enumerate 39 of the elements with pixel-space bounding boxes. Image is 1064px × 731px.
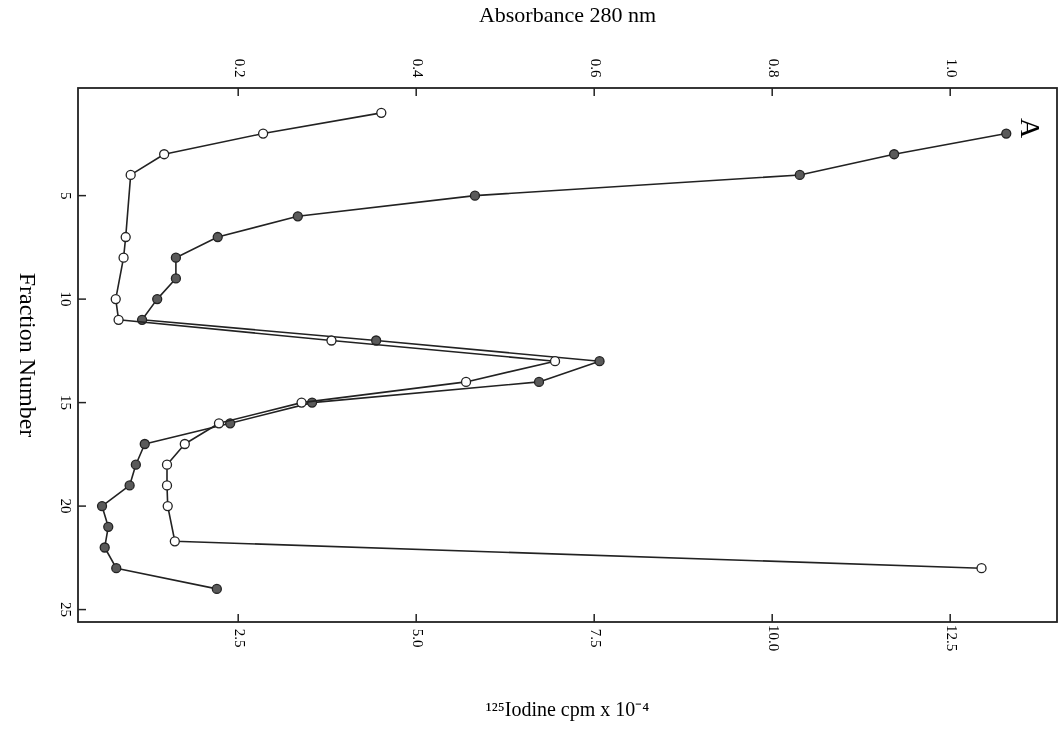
- annotation: A: [1014, 117, 1046, 139]
- point: [152, 293, 163, 305]
- point: [292, 211, 303, 222]
- point: [533, 376, 545, 388]
- point: [211, 583, 222, 595]
- point: [170, 273, 182, 284]
- point: [371, 335, 382, 346]
- point: [124, 480, 135, 491]
- point: [111, 563, 122, 574]
- y-axis-title: Fraction Number: [15, 272, 42, 438]
- x2-axis-title: Absorbance 280 nm: [478, 2, 657, 27]
- point: [1001, 128, 1012, 139]
- point: [103, 521, 114, 532]
- y-tick-label: 25: [57, 602, 74, 618]
- point: [96, 500, 108, 512]
- y-tick-label: 5: [57, 191, 74, 200]
- point: [130, 459, 141, 470]
- x2-tick-label: 1.0: [943, 58, 960, 78]
- x-tick-label: 12.5: [943, 624, 960, 652]
- point: [888, 149, 900, 160]
- point: [469, 190, 481, 201]
- x2-tick-label: 0.8: [765, 58, 782, 78]
- x2-tick-label: 0.4: [409, 58, 426, 78]
- y-tick-label: 10: [57, 291, 74, 307]
- point: [212, 231, 223, 243]
- x-tick-label: 7.5: [587, 628, 604, 648]
- x-tick-label: 5.0: [409, 628, 426, 648]
- point: [794, 169, 805, 181]
- x2-tick-label: 0.2: [231, 58, 248, 78]
- y-tick-label: 20: [57, 498, 74, 514]
- point: [99, 542, 110, 553]
- x2-tick-label: 0.6: [587, 58, 604, 78]
- point: [170, 252, 182, 263]
- x-axis-title: ¹²⁵Iodine cpm x 10⁻⁴: [485, 698, 650, 721]
- point: [594, 356, 605, 367]
- x-tick-label: 10.0: [765, 624, 782, 652]
- point: [139, 438, 150, 450]
- x-tick-label: 2.5: [231, 628, 248, 648]
- y-tick-label: 15: [57, 395, 74, 411]
